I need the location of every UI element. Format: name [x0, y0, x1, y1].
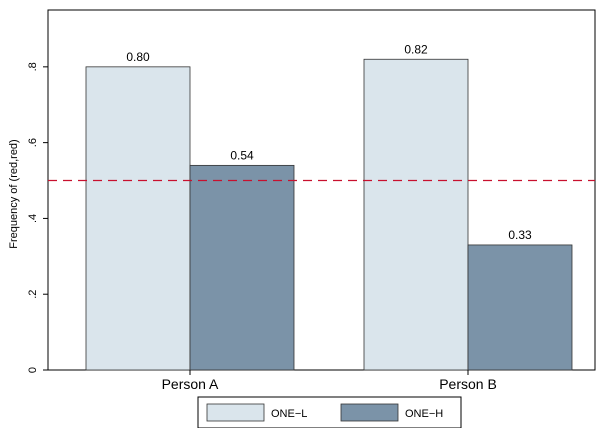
legend-swatch-one-h — [340, 403, 399, 422]
data-label: 0.54 — [230, 148, 254, 162]
y-tick-label: .6 — [27, 138, 39, 147]
plot-area: 0 .2 .4 .6 .8 0.80 0.54 Person A 0.82 0.33 Person … — [27, 9, 596, 392]
legend-label: ONE−L — [271, 408, 307, 420]
bar-one-l-0 — [85, 66, 191, 371]
y-tick-label: 0 — [27, 367, 39, 373]
data-label: 0.33 — [508, 228, 532, 242]
data-label: 0.80 — [126, 50, 150, 64]
bar-one-h-1 — [467, 244, 573, 371]
data-label: 0.82 — [404, 42, 428, 56]
y-tick-label: .4 — [27, 214, 39, 223]
legend-label: ONE−H — [405, 408, 443, 420]
y-tick-label: .2 — [27, 290, 39, 299]
bar-one-h-0 — [189, 164, 295, 371]
category-label: Person B — [439, 376, 497, 392]
legend-swatch-one-l — [206, 403, 265, 422]
y-tick-label: .8 — [27, 62, 39, 71]
y-axis-title: Frequency of (red,red) — [8, 139, 20, 248]
legend: ONE−L ONE−H — [197, 396, 462, 428]
category-label: Person A — [162, 376, 219, 392]
bar-one-l-1 — [363, 58, 469, 371]
